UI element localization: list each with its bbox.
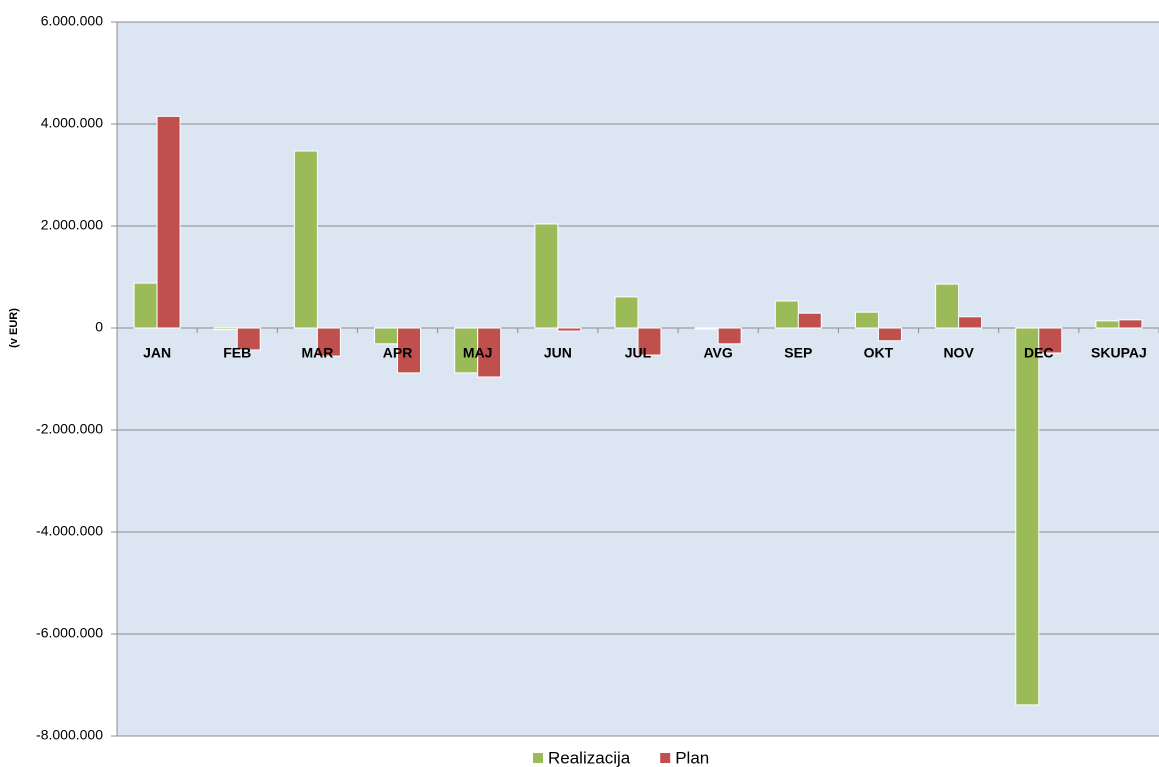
x-tick-label: FEB — [223, 345, 251, 361]
bar — [1118, 319, 1143, 329]
bar — [694, 327, 719, 330]
bar — [1095, 320, 1120, 329]
bar — [316, 327, 341, 357]
legend-label: Plan — [675, 748, 709, 767]
x-tick-label: JAN — [143, 345, 171, 361]
x-tick-label: JUN — [544, 345, 572, 361]
bar — [374, 327, 399, 345]
x-tick-label: MAR — [301, 345, 333, 361]
bar — [797, 312, 822, 329]
bar — [774, 300, 799, 329]
legend-swatch — [533, 753, 543, 763]
x-tick-label: OKT — [864, 345, 894, 361]
plot-area — [117, 22, 1159, 736]
y-axis-label: (v EUR) — [8, 308, 20, 348]
bar — [557, 327, 582, 332]
bar — [293, 150, 318, 329]
bar — [534, 223, 559, 329]
x-tick-label: SKUPAJ — [1091, 345, 1147, 361]
bar — [877, 327, 902, 342]
y-tick-label: -8.000.000 — [36, 727, 103, 743]
bar — [958, 316, 983, 329]
legend-label: Realizacija — [548, 748, 631, 767]
y-tick-label: 4.000.000 — [41, 115, 103, 131]
x-tick-label: APR — [383, 345, 413, 361]
y-tick-label: -6.000.000 — [36, 625, 103, 641]
y-tick-label: -2.000.000 — [36, 421, 103, 437]
x-tick-label: AVG — [703, 345, 732, 361]
x-tick-label: NOV — [943, 345, 974, 361]
bar — [156, 115, 181, 329]
x-tick-label: SEP — [784, 345, 812, 361]
bar — [236, 327, 261, 351]
x-tick-label: DEC — [1024, 345, 1054, 361]
x-tick-label: JUL — [625, 345, 652, 361]
bar — [477, 327, 502, 378]
y-tick-label: 0 — [95, 319, 103, 335]
x-tick-label: MAJ — [463, 345, 493, 361]
bar — [1015, 327, 1040, 706]
y-tick-label: 6.000.000 — [41, 13, 103, 29]
bar — [614, 296, 639, 329]
bar — [1038, 327, 1063, 354]
bar — [854, 311, 879, 329]
bar — [717, 327, 742, 345]
bar — [935, 283, 960, 329]
y-tick-label: 2.000.000 — [41, 217, 103, 233]
bar — [133, 282, 158, 329]
bar — [397, 327, 422, 374]
y-tick-label: -4.000.000 — [36, 523, 103, 539]
bar — [213, 327, 238, 331]
legend-swatch — [660, 753, 671, 763]
bar — [637, 327, 662, 356]
